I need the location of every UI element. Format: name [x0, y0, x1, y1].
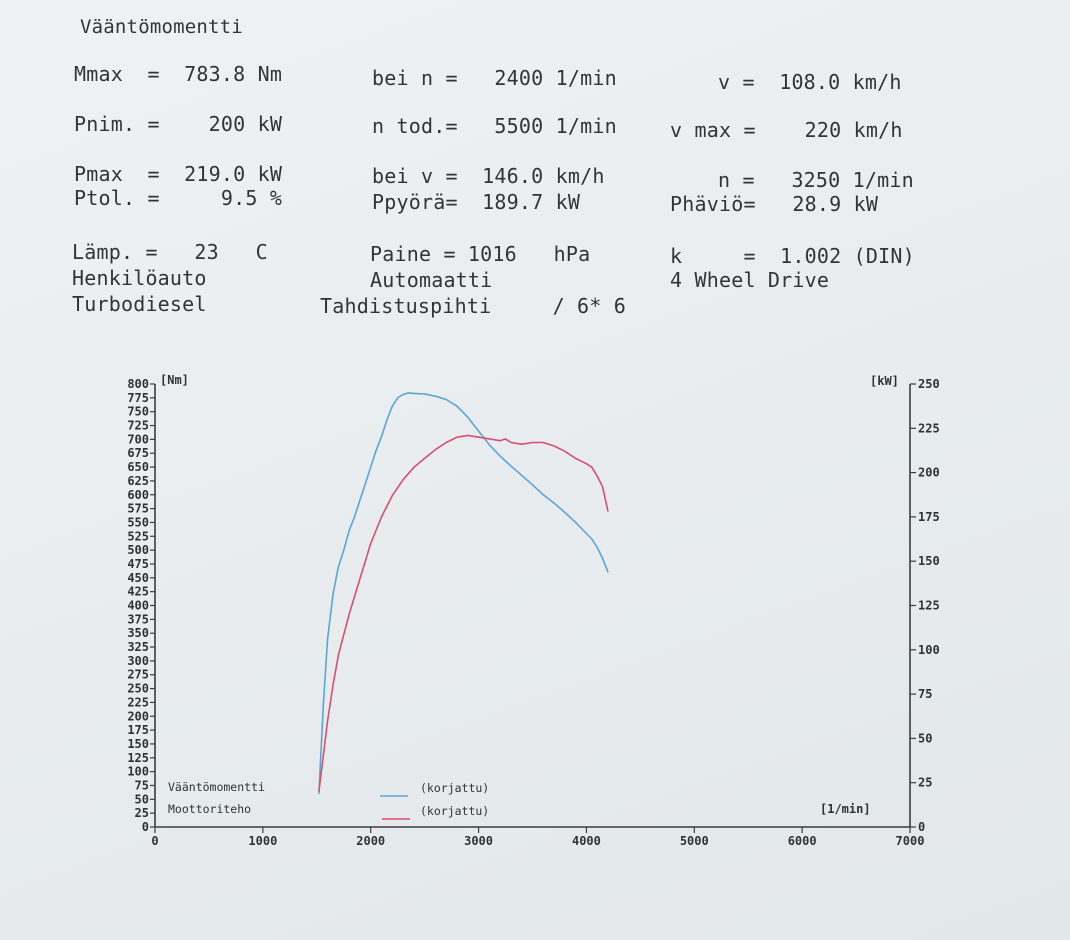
- y-right-tick-label: 50: [918, 731, 932, 745]
- x-tick-label: 4000: [572, 834, 601, 848]
- y-left-tick-label: 0: [142, 820, 149, 834]
- y-left-tick-label: 675: [127, 446, 149, 460]
- y-left-tick-label: 725: [127, 419, 149, 433]
- header-pmax-rpm: n = 3250 1/min: [718, 168, 914, 192]
- header-vehicle-type: Henkilöauto: [72, 266, 207, 290]
- header-pnim: Pnim. = 200 kW: [74, 112, 283, 136]
- y-right-tick-label: 25: [918, 776, 932, 790]
- y-left-tick-label: 600: [127, 488, 149, 502]
- y-left-tick-label: 750: [127, 405, 149, 419]
- header-fuel: Turbodiesel: [72, 292, 207, 316]
- y-left-tick-label: 275: [127, 668, 149, 682]
- header-mmax: Mmax = 783.8 Nm: [74, 62, 283, 86]
- y-left-tick-label: 775: [127, 391, 149, 405]
- y-left-tick-label: 500: [127, 543, 149, 557]
- header-transmission: Automaatti: [370, 268, 493, 292]
- x-tick-label: 3000: [464, 834, 493, 848]
- y-left-tick-label: 225: [127, 695, 149, 709]
- y-left-axis-title: [Nm]: [160, 373, 189, 387]
- y-right-tick-label: 225: [918, 421, 940, 435]
- y-left-tick-label: 50: [135, 792, 149, 806]
- y-left-tick-label: 575: [127, 502, 149, 516]
- legend-power-note: (korjattu): [420, 804, 489, 818]
- y-left-tick-label: 75: [135, 778, 149, 792]
- y-left-tick-label: 325: [127, 640, 149, 654]
- y-left-tick-label: 175: [127, 723, 149, 737]
- header-paine: Paine = 1016 hPa: [370, 242, 591, 266]
- y-right-ticks: 0 25 50 75 100 125 150 175 200 225 250: [910, 377, 940, 834]
- y-left-tick-label: 150: [127, 737, 149, 751]
- y-right-tick-label: 250: [918, 377, 940, 391]
- y-left-tick-label: 475: [127, 557, 149, 571]
- x-tick-label: 6000: [788, 834, 817, 848]
- y-left-tick-label: 425: [127, 585, 149, 599]
- header-n-tod: n tod.= 5500 1/min: [372, 114, 617, 138]
- y-left-tick-label: 200: [127, 709, 149, 723]
- y-left-tick-label: 800: [127, 377, 149, 391]
- y-left-tick-label: 400: [127, 599, 149, 613]
- y-right-tick-label: 75: [918, 687, 932, 701]
- y-left-tick-label: 700: [127, 432, 149, 446]
- x-tick-label: 2000: [356, 834, 385, 848]
- x-axis-title: [1/min]: [820, 802, 871, 816]
- header-drive: 4 Wheel Drive: [670, 268, 830, 292]
- legend: Vääntömomentti (korjattu) Moottoriteho (…: [168, 780, 489, 820]
- torque-line: [318, 392, 609, 794]
- y-right-tick-label: 175: [918, 510, 940, 524]
- y-left-tick-label: 300: [127, 654, 149, 668]
- y-left-tick-label: 25: [135, 806, 149, 820]
- x-tick-label: 0: [151, 834, 158, 848]
- header-ppyora: Ppyörä= 189.7 kW: [372, 190, 581, 214]
- y-left-tick-label: 550: [127, 515, 149, 529]
- x-ticks: 0 1000 2000 3000 4000 5000 6000 7000: [151, 827, 924, 848]
- header-clamp: Tahdistuspihti / 6* 6: [320, 294, 627, 318]
- y-left-tick-label: 525: [127, 529, 149, 543]
- x-tick-label: 5000: [680, 834, 709, 848]
- y-left-tick-label: 450: [127, 571, 149, 585]
- header-vmax: v max = 220 km/h: [670, 118, 903, 142]
- y-right-axis-title: [kW]: [870, 374, 899, 388]
- header-pmax: Pmax = 219.0 kW: [74, 162, 283, 186]
- x-tick-label: 1000: [248, 834, 277, 848]
- legend-power-label: Moottoriteho: [168, 802, 251, 816]
- header-pmax-speed: bei v = 146.0 km/h: [372, 164, 605, 188]
- y-left-tick-label: 250: [127, 682, 149, 696]
- y-left-ticks: 0255075100125150175200225250275300325350…: [127, 377, 155, 834]
- header-ptol: Ptol. = 9.5 %: [74, 186, 283, 210]
- y-left-tick-label: 625: [127, 474, 149, 488]
- x-tick-label: 7000: [896, 834, 925, 848]
- y-right-tick-label: 125: [918, 599, 940, 613]
- y-left-tick-label: 650: [127, 460, 149, 474]
- y-left-tick-label: 350: [127, 626, 149, 640]
- series-layer: [318, 392, 609, 794]
- y-right-tick-label: 100: [918, 643, 940, 657]
- chart-axes: [154, 384, 911, 828]
- header-lamp: Lämp. = 23 C: [72, 240, 268, 264]
- header-mmax-speed: v = 108.0 km/h: [718, 70, 902, 94]
- legend-torque-label: Vääntömomentti: [168, 780, 265, 794]
- power-line: [318, 434, 609, 792]
- y-left-tick-label: 125: [127, 751, 149, 765]
- legend-torque-note: (korjattu): [420, 781, 489, 795]
- y-right-tick-label: 200: [918, 466, 940, 480]
- y-left-tick-label: 100: [127, 765, 149, 779]
- header-mmax-rpm: bei n = 2400 1/min: [372, 66, 617, 90]
- printout-title: Vääntömomentti: [80, 16, 243, 38]
- header-k-factor: k = 1.002 (DIN): [670, 244, 915, 268]
- y-right-tick-label: 150: [918, 554, 940, 568]
- header-phavio: Phäviö= 28.9 kW: [670, 192, 879, 216]
- y-right-tick-label: 0: [918, 820, 925, 834]
- y-left-tick-label: 375: [127, 612, 149, 626]
